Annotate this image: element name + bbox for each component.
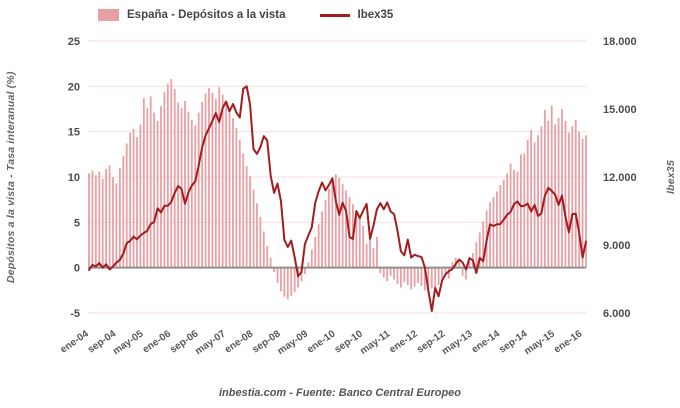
svg-text:25: 25: [68, 36, 80, 48]
legend-label-deposits: España - Depósitos a la vista: [127, 9, 286, 21]
svg-text:may-15: may-15: [522, 328, 557, 357]
legend-item-deposits[interactable]: España - Depósitos a la vista: [98, 9, 286, 21]
svg-text:10: 10: [68, 172, 80, 184]
svg-text:ene-10: ene-10: [305, 328, 338, 355]
svg-text:20: 20: [68, 81, 80, 93]
svg-text:18.000: 18.000: [603, 36, 637, 48]
legend-label-ibex: Ibex35: [357, 9, 394, 21]
svg-text:may-09: may-09: [276, 328, 311, 357]
svg-text:15: 15: [68, 127, 80, 139]
left-axis-title: Depósitos a la vista - Tasa interanual (…: [5, 71, 17, 283]
svg-text:ene-04: ene-04: [58, 328, 91, 355]
svg-text:0: 0: [74, 263, 80, 275]
svg-text:15.000: 15.000: [603, 104, 637, 116]
svg-text:may-05: may-05: [111, 328, 146, 357]
svg-text:may-11: may-11: [358, 328, 392, 357]
svg-text:12.000: 12.000: [603, 172, 637, 184]
svg-text:9.000: 9.000: [603, 240, 631, 252]
bar-swatch-icon: [98, 9, 119, 21]
svg-text:ene-08: ene-08: [223, 328, 256, 355]
svg-text:may-13: may-13: [440, 328, 475, 357]
svg-text:6.000: 6.000: [603, 308, 631, 320]
svg-text:ene-06: ene-06: [141, 328, 174, 355]
right-axis-title: Ibex35: [665, 160, 677, 194]
legend: España - Depósitos a la vista Ibex35: [98, 9, 393, 21]
svg-text:ene-16: ene-16: [552, 328, 585, 355]
svg-text:5: 5: [74, 217, 80, 229]
source-credit: inbestia.com - Fuente: Banco Central Eur…: [218, 387, 462, 399]
svg-text:ene-14: ene-14: [470, 328, 503, 355]
line-swatch-icon: [319, 13, 350, 17]
svg-text:ene-12: ene-12: [387, 328, 420, 355]
chart-canvas: 25 20 15 10 5 0 -5 18.000 15.000 12.000 9.000 6.000…: [58, 36, 637, 357]
legend-item-ibex[interactable]: Ibex35: [319, 9, 394, 21]
svg-text:-5: -5: [70, 308, 80, 320]
svg-text:may-07: may-07: [193, 328, 228, 357]
